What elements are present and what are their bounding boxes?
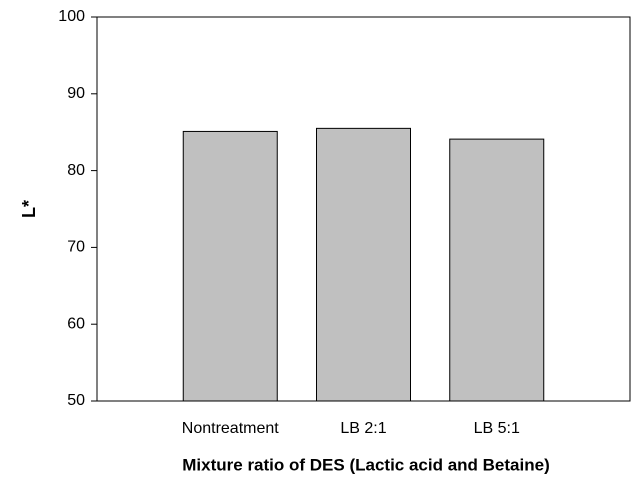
x-axis-title: Mixture ratio of DES (Lactic acid and Be… bbox=[182, 455, 549, 474]
bar bbox=[449, 138, 545, 402]
bar bbox=[316, 127, 411, 402]
y-tick-label: 80 bbox=[67, 162, 85, 179]
y-tick-label: 60 bbox=[67, 315, 85, 332]
y-tick-label: 70 bbox=[67, 239, 85, 256]
x-tick-label: LB 5:1 bbox=[474, 420, 520, 437]
x-tick-label: LB 2:1 bbox=[340, 420, 386, 437]
bar bbox=[182, 130, 278, 402]
y-tick-label: 100 bbox=[58, 8, 85, 25]
x-tick-label: Nontreatment bbox=[182, 420, 279, 437]
y-axis-title: L* bbox=[19, 200, 39, 218]
y-tick-label: 90 bbox=[67, 85, 85, 102]
y-tick-label: 50 bbox=[67, 392, 85, 409]
